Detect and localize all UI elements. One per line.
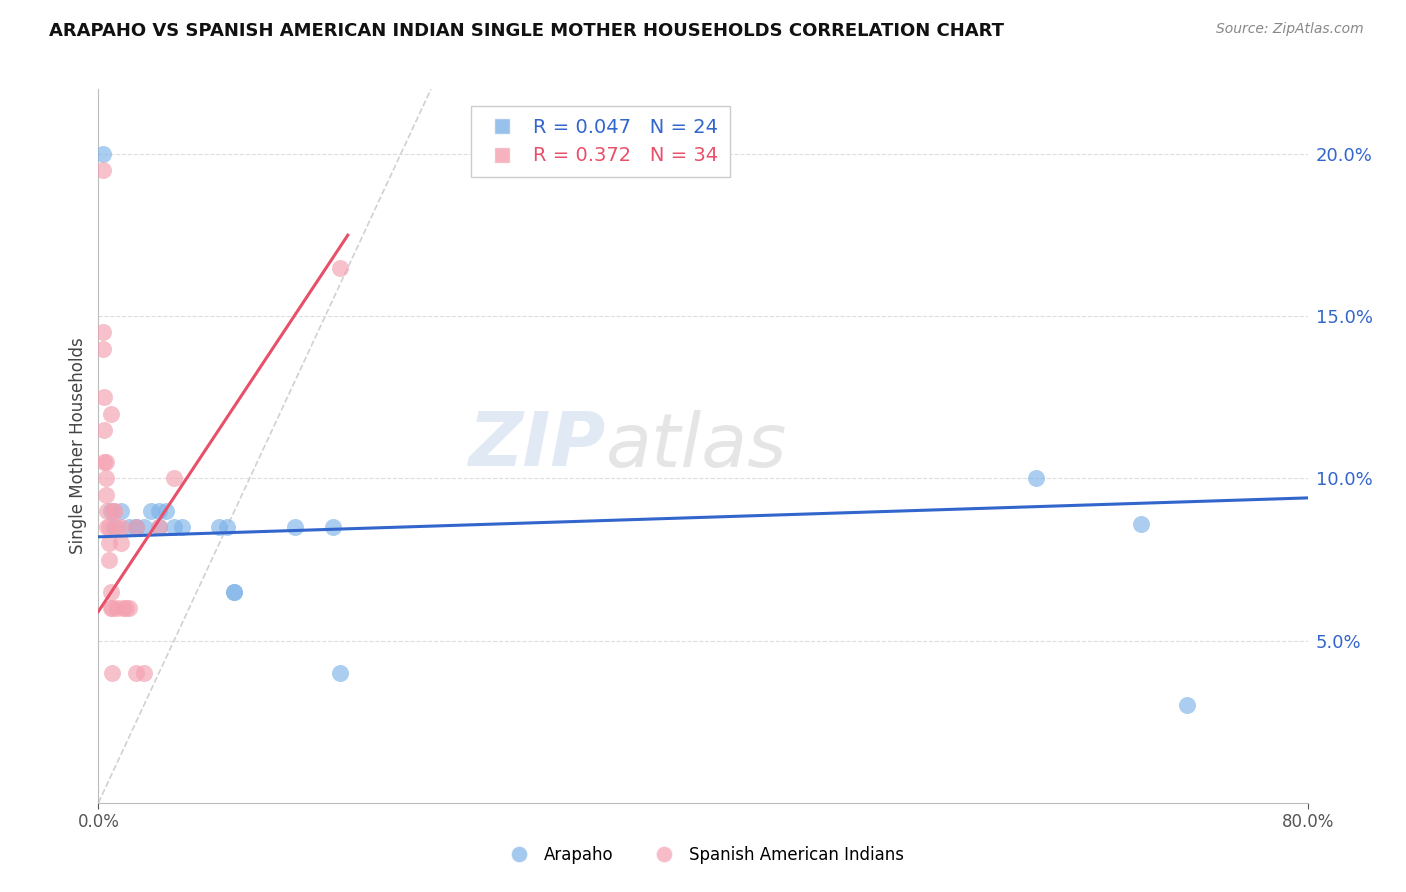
- Point: [94, 455, 117, 469]
- Point: [100, 407, 122, 421]
- Point: [93, 423, 115, 437]
- Point: [96, 520, 118, 534]
- Point: [91, 163, 114, 178]
- Point: [329, 260, 352, 275]
- Point: [1175, 698, 1198, 713]
- Point: [224, 585, 246, 599]
- Point: [170, 520, 193, 534]
- Point: [215, 520, 238, 534]
- Point: [110, 504, 132, 518]
- Point: [125, 520, 148, 534]
- Point: [148, 504, 170, 518]
- Point: [208, 520, 231, 534]
- Point: [94, 488, 117, 502]
- Point: [98, 536, 121, 550]
- Point: [163, 520, 186, 534]
- Point: [93, 455, 115, 469]
- Point: [125, 520, 148, 534]
- Point: [163, 471, 186, 485]
- Y-axis label: Single Mother Households: Single Mother Households: [69, 338, 87, 554]
- Point: [132, 666, 155, 681]
- Point: [1024, 471, 1046, 485]
- Point: [96, 504, 118, 518]
- Point: [329, 666, 352, 681]
- Legend: Arapaho, Spanish American Indians: Arapaho, Spanish American Indians: [496, 839, 910, 871]
- Point: [91, 342, 114, 356]
- Point: [91, 147, 114, 161]
- Point: [125, 520, 148, 534]
- Legend: R = 0.047   N = 24, R = 0.372   N = 34: R = 0.047 N = 24, R = 0.372 N = 34: [471, 106, 730, 178]
- Point: [118, 520, 141, 534]
- Point: [110, 520, 132, 534]
- Text: atlas: atlas: [606, 410, 787, 482]
- Point: [103, 504, 125, 518]
- Point: [148, 520, 170, 534]
- Point: [93, 390, 115, 404]
- Point: [125, 666, 148, 681]
- Point: [105, 520, 128, 534]
- Point: [100, 601, 122, 615]
- Point: [118, 601, 141, 615]
- Point: [132, 520, 155, 534]
- Text: ARAPAHO VS SPANISH AMERICAN INDIAN SINGLE MOTHER HOUSEHOLDS CORRELATION CHART: ARAPAHO VS SPANISH AMERICAN INDIAN SINGL…: [49, 22, 1004, 40]
- Point: [110, 536, 132, 550]
- Point: [322, 520, 344, 534]
- Point: [103, 504, 125, 518]
- Point: [98, 520, 121, 534]
- Point: [103, 520, 125, 534]
- Point: [100, 504, 122, 518]
- Point: [111, 601, 134, 615]
- Point: [101, 666, 124, 681]
- Point: [1130, 516, 1153, 531]
- Point: [105, 601, 128, 615]
- Text: ZIP: ZIP: [470, 409, 606, 483]
- Point: [114, 601, 136, 615]
- Point: [155, 504, 177, 518]
- Point: [91, 326, 114, 340]
- Point: [94, 471, 117, 485]
- Point: [101, 601, 124, 615]
- Point: [148, 520, 170, 534]
- Text: Source: ZipAtlas.com: Source: ZipAtlas.com: [1216, 22, 1364, 37]
- Point: [284, 520, 307, 534]
- Point: [224, 585, 246, 599]
- Point: [98, 552, 121, 566]
- Point: [100, 585, 122, 599]
- Point: [141, 504, 163, 518]
